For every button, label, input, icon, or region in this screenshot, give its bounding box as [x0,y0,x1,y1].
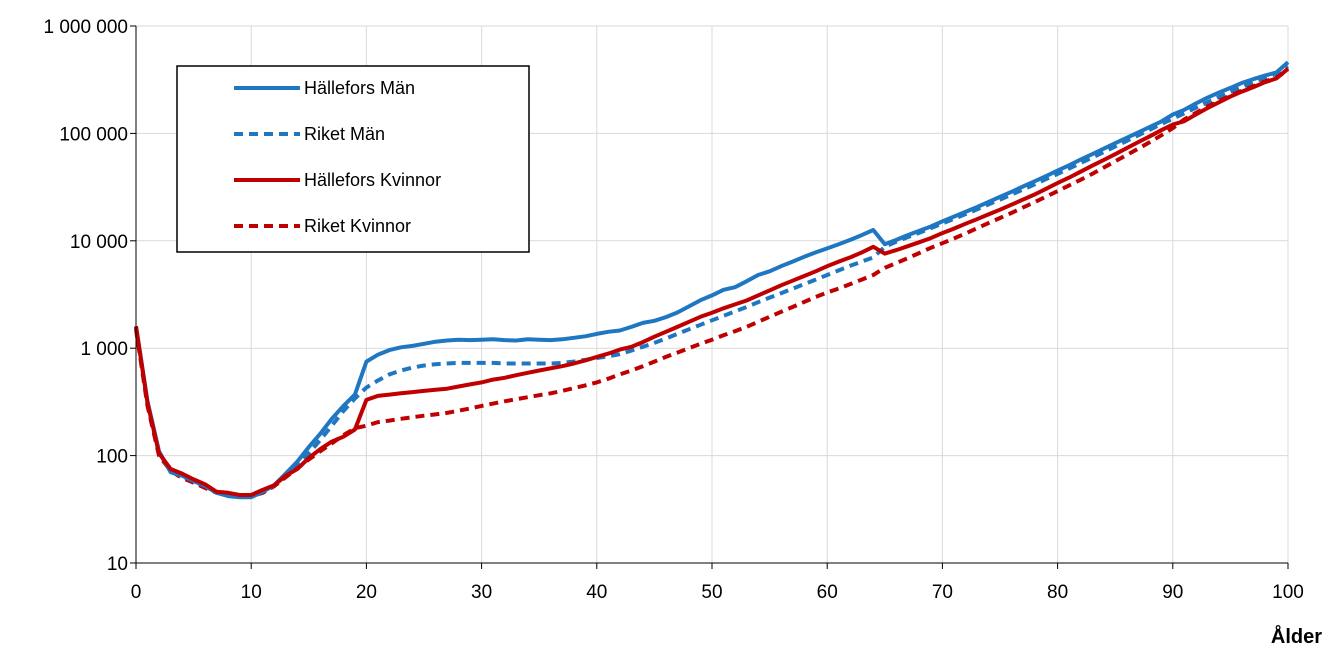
x-tick-label: 30 [471,582,492,603]
legend-label-2: Riket Män [304,124,385,144]
x-tick-label: 100 [1272,582,1304,603]
x-tick-label: 40 [586,582,607,603]
legend: Hällefors Män Riket Män Hällefors Kvinnor R… [177,66,529,252]
x-tick-label: 60 [817,582,838,603]
y-tick-label: 1 000 000 [43,17,128,38]
y-axis-tick-labels: 10 100 1 000 10 000 100 000 1 000 000 [43,17,128,575]
x-tick-label: 20 [356,582,377,603]
x-axis-label: Ålder [1271,624,1322,648]
legend-label-3: Hällefors Kvinnor [304,170,441,190]
x-tick-label: 70 [932,582,953,603]
y-tick-label: 10 [107,554,128,575]
x-tick-label: 90 [1162,582,1183,603]
x-tick-label: 0 [131,582,142,603]
legend-label-1: Hällefors Män [304,78,415,98]
legend-label-4: Riket Kvinnor [304,216,411,236]
y-tick-label: 1 000 [80,339,128,360]
x-tick-label: 10 [241,582,262,603]
x-tick-label: 80 [1047,582,1068,603]
y-tick-label: 10 000 [70,232,128,253]
y-tick-label: 100 [96,447,128,468]
y-tick-label: 100 000 [59,124,128,145]
x-tick-label: 50 [701,582,722,603]
x-axis-tick-labels: 0 10 20 30 40 50 60 70 80 90 100 [131,582,1304,603]
